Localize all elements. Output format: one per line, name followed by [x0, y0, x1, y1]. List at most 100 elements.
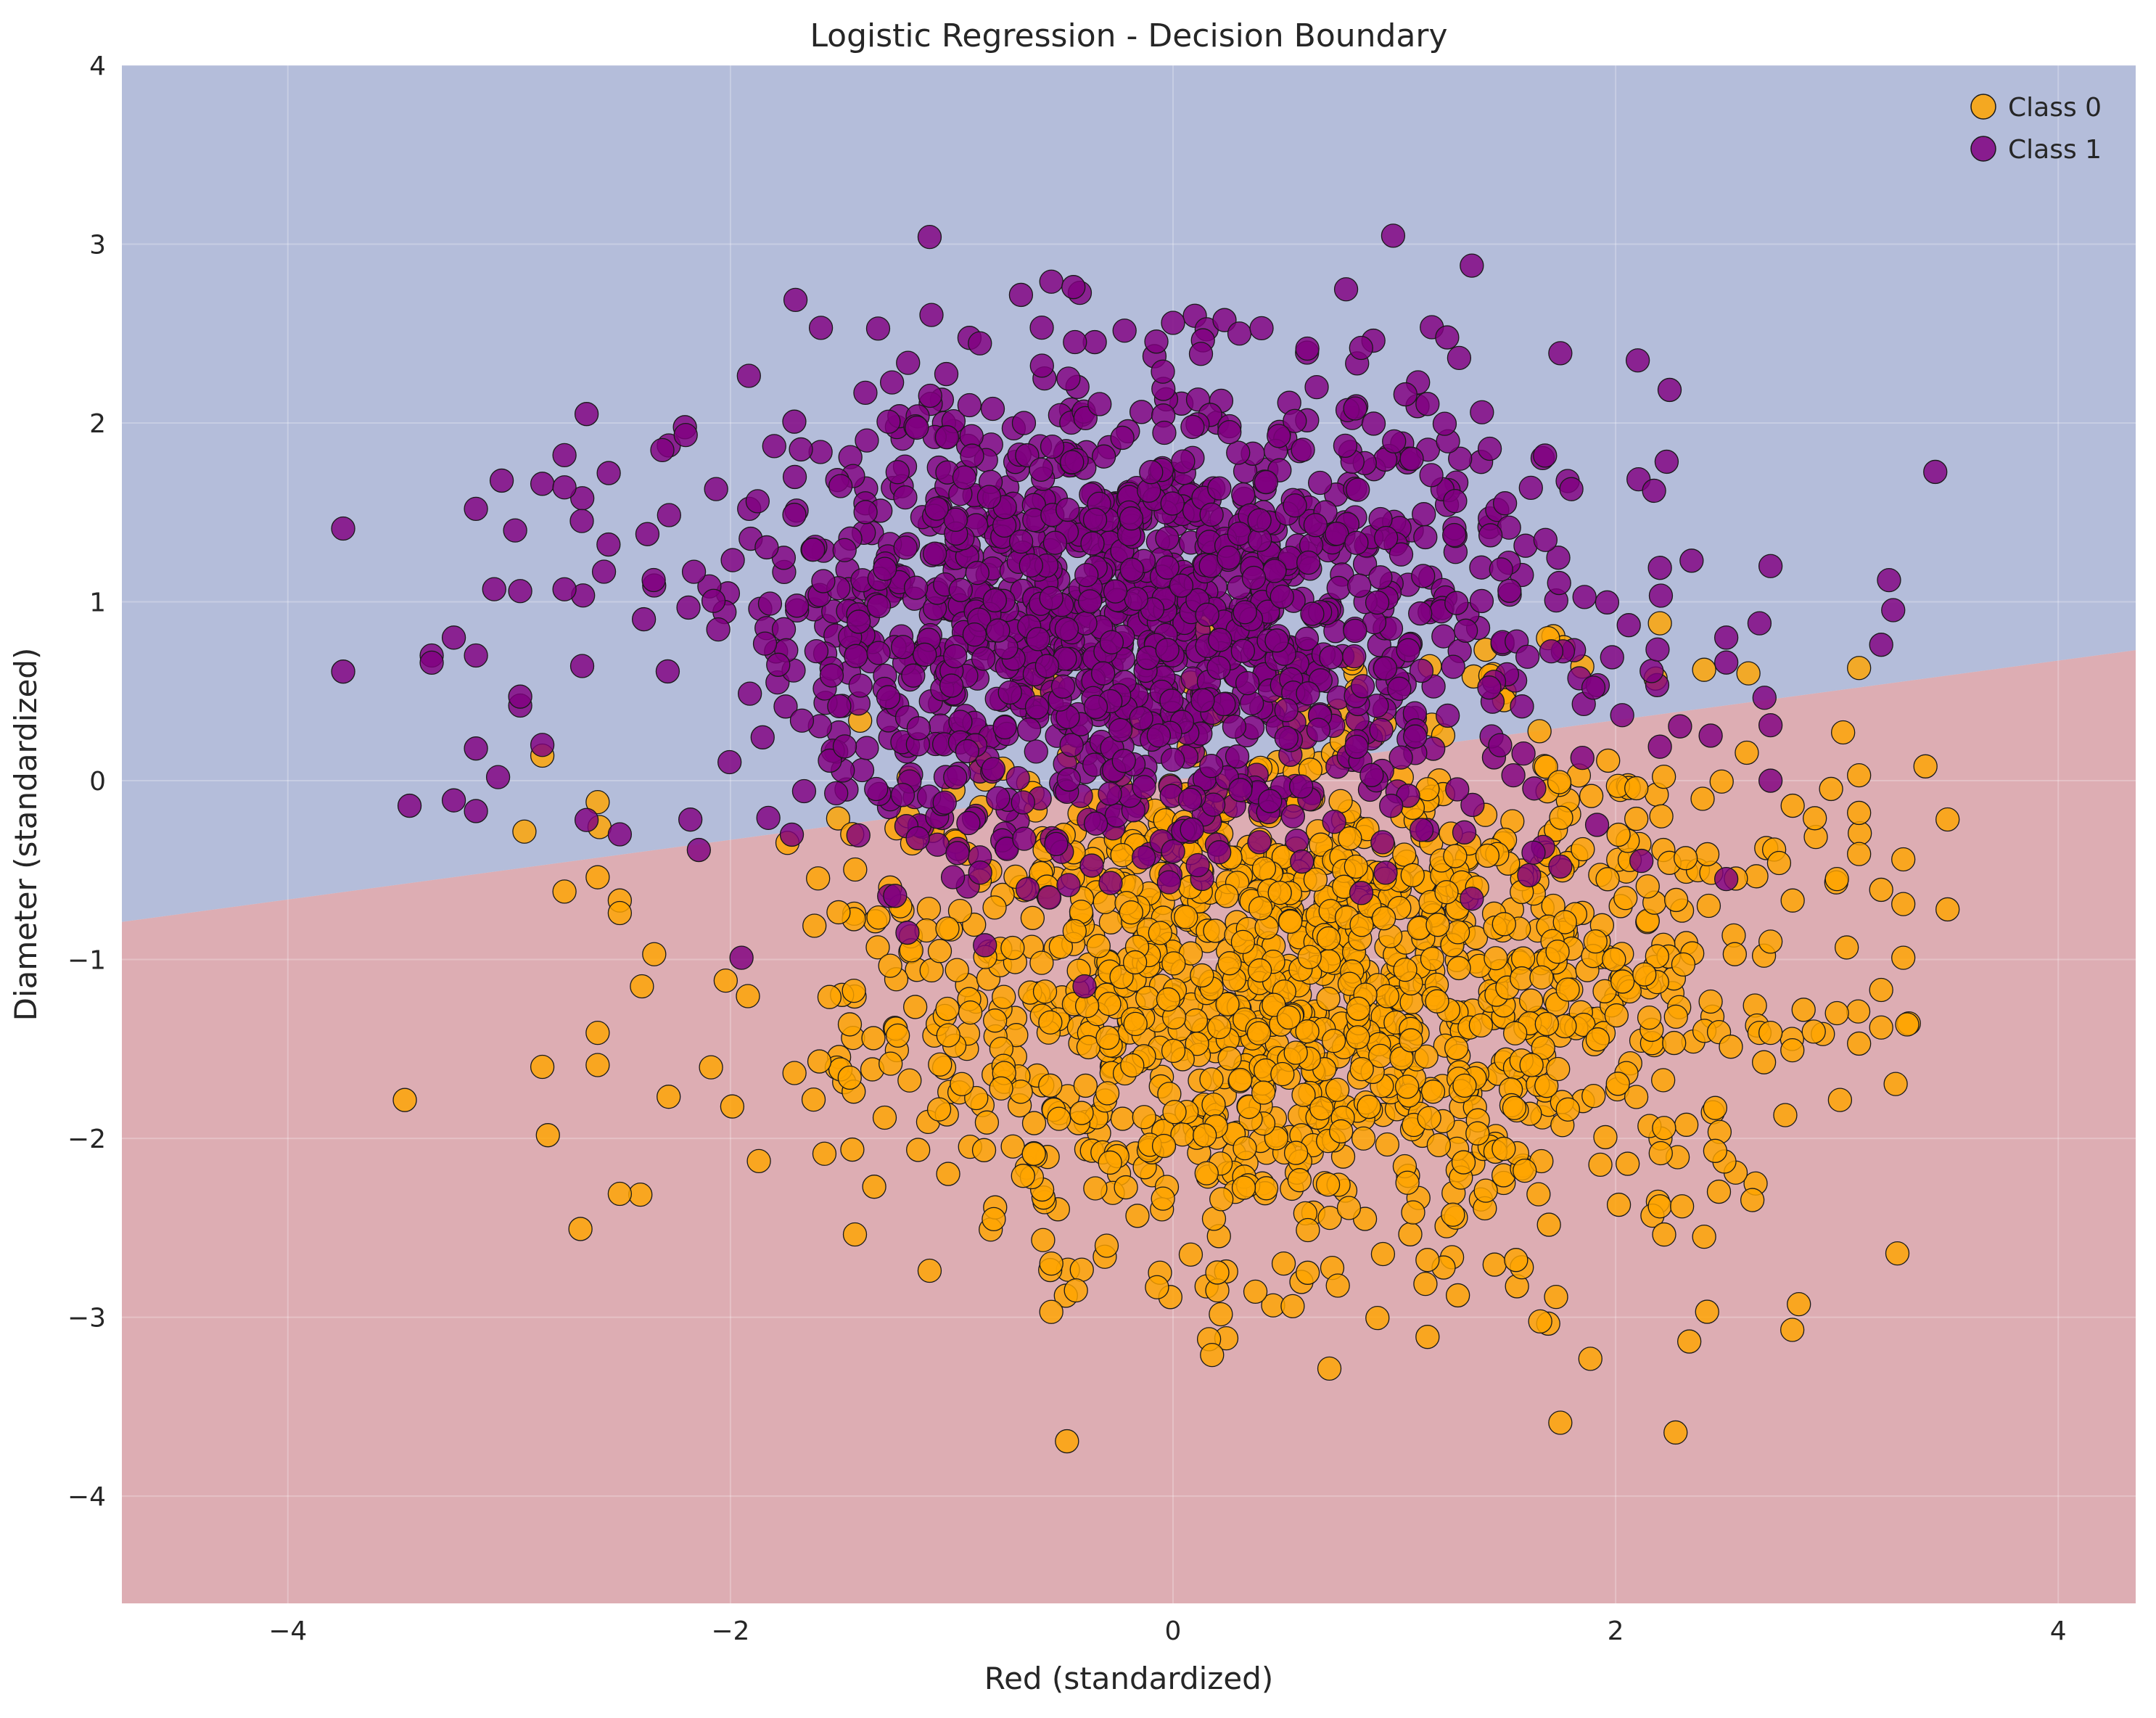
class-1-point	[1072, 974, 1097, 999]
class-0-point	[1098, 1150, 1122, 1175]
class-1-point	[1497, 578, 1522, 603]
class-1-point	[331, 659, 355, 684]
class-1-point	[1548, 854, 1573, 879]
class-1-point	[1015, 876, 1040, 902]
class-0-point	[1230, 929, 1256, 954]
class-0-point	[1283, 1040, 1308, 1065]
class-0-point	[1217, 1046, 1242, 1071]
class-1-point	[791, 778, 817, 804]
class-1-point	[1034, 654, 1060, 678]
class-0-point	[1351, 1126, 1376, 1151]
class-1-point	[766, 652, 791, 677]
class-1-point	[752, 631, 778, 656]
class-1-point	[848, 673, 873, 698]
class-1-point	[1647, 556, 1672, 580]
class-0-point	[1447, 955, 1471, 981]
class-1-point	[1447, 345, 1472, 371]
class-1-point	[1160, 747, 1185, 772]
class-1-point	[1024, 739, 1048, 764]
class-0-point	[1178, 1242, 1204, 1267]
class-1-point	[1600, 645, 1624, 670]
class-1-point	[641, 567, 666, 593]
class-0-point	[906, 1138, 931, 1162]
class-0-point	[1613, 886, 1638, 911]
class-1-point	[1161, 839, 1185, 864]
class-1-point	[1396, 638, 1420, 662]
class-0-point	[1848, 821, 1872, 846]
class-1-point	[1399, 446, 1424, 472]
class-0-point	[1722, 942, 1747, 966]
class-1-point	[1195, 602, 1219, 627]
class-0-point	[552, 879, 577, 904]
class-0-point	[1215, 992, 1240, 1016]
class-1-point	[1657, 377, 1682, 403]
class-0-point	[1392, 842, 1417, 867]
class-0-point	[885, 1023, 910, 1048]
class-0-point	[1020, 905, 1045, 930]
class-1-point	[1155, 555, 1180, 580]
class-0-point	[982, 1207, 1006, 1232]
class-0-point	[1869, 1015, 1893, 1040]
class-0-point	[1555, 977, 1580, 1002]
class-0-point	[1039, 1251, 1063, 1276]
class-1-point	[1515, 644, 1540, 669]
class-1-point	[704, 477, 728, 501]
class-1-point	[1403, 724, 1428, 749]
class-1-point	[717, 749, 742, 775]
class-0-point	[1346, 996, 1371, 1021]
class-0-point	[1484, 946, 1508, 971]
class-0-point	[1297, 945, 1322, 969]
class-1-point	[986, 786, 1011, 810]
class-1-point	[1393, 382, 1418, 407]
class-1-point	[1488, 733, 1513, 757]
class-1-point	[1016, 717, 1042, 742]
class-0-point	[1547, 770, 1572, 794]
class-0-point	[1434, 880, 1459, 905]
class-0-point	[1491, 912, 1516, 937]
class-1-point	[1489, 557, 1513, 582]
class-0-point	[1581, 1083, 1606, 1109]
class-1-point	[574, 807, 599, 832]
class-0-point	[1417, 1106, 1441, 1130]
class-0-point	[720, 1094, 745, 1119]
class-1-point	[779, 822, 805, 847]
class-1-point	[782, 409, 807, 434]
class-1-point	[960, 443, 984, 468]
class-1-point	[1161, 311, 1185, 335]
y-tick-label: 0	[89, 767, 106, 797]
class-0-point	[872, 1105, 897, 1130]
class-0-point	[1243, 1279, 1268, 1304]
class-0-point	[982, 895, 1007, 920]
class-0-point	[1047, 1106, 1071, 1131]
class-1-point	[1249, 316, 1274, 341]
class-1-point	[866, 641, 891, 665]
class-0-point	[628, 1182, 653, 1207]
class-0-point	[1579, 784, 1604, 808]
class-0-point	[1295, 1019, 1320, 1044]
class-0-point	[843, 857, 868, 882]
class-0-point	[1831, 720, 1856, 745]
class-0-point	[1193, 1123, 1217, 1148]
class-0-point	[1606, 1192, 1632, 1217]
plot-area	[122, 65, 2136, 1603]
class-0-point	[1647, 1194, 1672, 1219]
class-0-point	[1251, 1080, 1276, 1105]
class-0-point	[1602, 947, 1626, 972]
class-0-point	[1891, 945, 1916, 970]
class-1-point	[1169, 573, 1194, 598]
class-1-point	[939, 673, 964, 698]
class-1-point	[1129, 400, 1154, 424]
class-0-point	[607, 900, 633, 926]
class-1-point	[905, 415, 929, 440]
class-0-point	[1156, 987, 1181, 1012]
class-0-point	[746, 1148, 771, 1174]
class-0-point	[1451, 1150, 1476, 1175]
class-0-point	[1624, 806, 1649, 831]
class-1-point	[1460, 887, 1484, 911]
class-0-point	[1174, 905, 1198, 929]
class-0-point	[1309, 832, 1333, 857]
class-1-point	[1155, 638, 1180, 662]
class-0-point	[1647, 611, 1672, 636]
class-0-point	[392, 1088, 417, 1112]
class-1-point	[1413, 525, 1438, 550]
